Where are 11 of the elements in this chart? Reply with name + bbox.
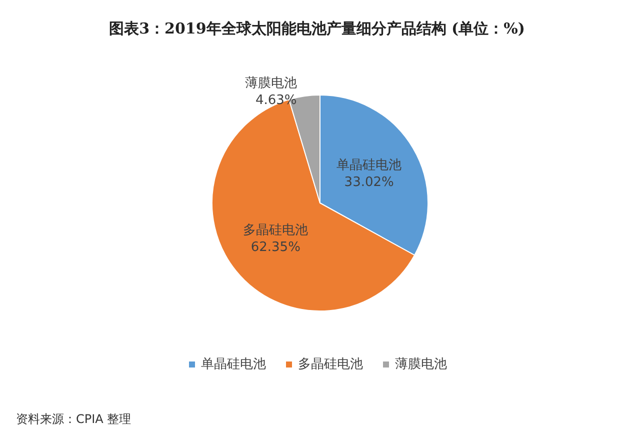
slice-label: 薄膜电池 bbox=[244, 76, 297, 92]
data-label: 33.02% bbox=[344, 175, 394, 190]
legend-label: 多晶硅电池 bbox=[298, 357, 363, 372]
slice-label: 单晶硅电池 bbox=[336, 158, 402, 174]
legend-label: 薄膜电池 bbox=[395, 357, 447, 372]
legend-label: 单晶硅电池 bbox=[201, 357, 266, 372]
chart-title: 图表3：2019年全球太阳能电池产量细分产品结构 (单位：%) bbox=[109, 20, 525, 38]
slice-label: 多晶硅电池 bbox=[243, 222, 308, 238]
data-label: 4.63% bbox=[255, 93, 297, 108]
data-label: 62.35% bbox=[250, 240, 300, 255]
text: 资料来源：CPIA 整理 bbox=[16, 412, 132, 426]
